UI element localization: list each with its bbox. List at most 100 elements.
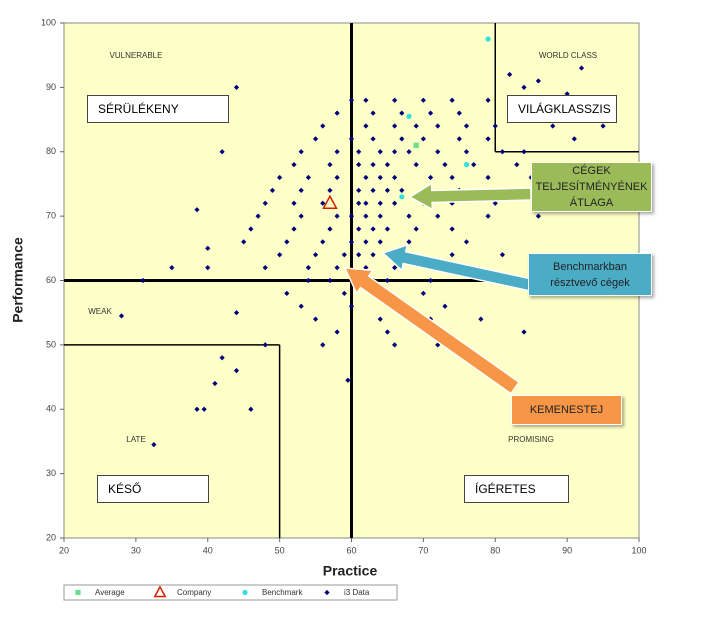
marker (399, 187, 405, 193)
marker (233, 368, 240, 374)
marker (334, 149, 340, 155)
marker (233, 84, 240, 90)
marker (348, 303, 355, 309)
marker (492, 123, 498, 129)
region-box: KÉSŐ (97, 475, 209, 503)
marker (363, 174, 369, 181)
marker (514, 162, 520, 168)
marker (384, 329, 391, 335)
marker (334, 265, 340, 271)
marker (413, 226, 419, 232)
marker (363, 123, 369, 129)
marker (399, 194, 405, 200)
x-tick-label: 70 (418, 545, 428, 555)
marker (348, 213, 355, 219)
marker (363, 265, 369, 271)
legend-label: i3 Data (344, 588, 370, 597)
marker (507, 71, 513, 78)
legend-label: Company (177, 588, 211, 597)
marker (392, 123, 398, 129)
marker (370, 110, 376, 116)
marker (392, 97, 398, 103)
marker (485, 174, 491, 181)
marker (485, 36, 491, 42)
marker (521, 84, 527, 90)
marker (205, 245, 211, 251)
legend-label: Average (95, 588, 125, 597)
marker (327, 277, 333, 284)
y-tick-label: 90 (46, 82, 56, 92)
marker (442, 162, 448, 168)
marker (485, 136, 491, 142)
arrows (343, 182, 548, 395)
region-label: PROMISING (508, 435, 554, 444)
marker (485, 213, 491, 219)
marker (298, 187, 304, 193)
marker (363, 213, 369, 219)
marker (356, 162, 362, 168)
marker (277, 174, 283, 181)
marker (298, 149, 304, 155)
marker (334, 174, 340, 181)
marker (348, 239, 355, 245)
marker (298, 303, 304, 309)
arrow (408, 182, 532, 211)
marker (348, 136, 355, 142)
marker (233, 310, 240, 316)
marker (571, 136, 577, 142)
marker (449, 174, 455, 181)
marker (377, 200, 383, 206)
marker (262, 265, 268, 271)
marker (334, 110, 340, 116)
y-axis-label: Performance (10, 237, 26, 323)
marker (449, 226, 455, 232)
marker (521, 149, 527, 155)
region-label: LATE (126, 435, 145, 444)
marker (284, 239, 290, 245)
marker (521, 329, 527, 335)
marker (377, 174, 383, 181)
marker (356, 200, 362, 206)
marker (370, 136, 376, 142)
marker (205, 265, 211, 271)
marker (298, 213, 304, 219)
marker (262, 342, 268, 348)
marker (201, 406, 207, 412)
marker (363, 239, 369, 245)
marker (284, 290, 290, 296)
marker (535, 213, 541, 219)
region-box: VILÁGKLASSZIS (507, 95, 617, 123)
callout: CÉGEK TELJESÍTMÉNYÉNEK ÁTLAGA (531, 162, 652, 212)
marker (564, 91, 570, 97)
x-tick-label: 50 (275, 545, 285, 555)
marker (499, 149, 506, 155)
marker (600, 123, 606, 129)
region-label: WORLD CLASS (539, 51, 597, 60)
marker (392, 200, 398, 206)
marker (356, 252, 362, 258)
x-tick-label: 100 (631, 545, 646, 555)
marker (463, 239, 470, 245)
marker (449, 252, 455, 258)
marker (392, 265, 398, 271)
marker (305, 277, 311, 284)
marker (420, 136, 426, 142)
marker (384, 162, 391, 168)
marker (327, 226, 333, 232)
marker (578, 65, 585, 71)
marker (324, 589, 330, 596)
marker (435, 149, 441, 155)
marker (463, 149, 470, 155)
marker (269, 187, 276, 193)
region-label: VULNERABLE (110, 51, 163, 60)
marker (485, 97, 491, 103)
marker (384, 226, 391, 232)
marker (427, 174, 434, 181)
region-label: WEAK (88, 307, 112, 316)
callout: KEMENESTEJ (511, 395, 622, 425)
marker (262, 200, 268, 206)
legend-label: Benchmark (262, 588, 303, 597)
y-tick-label: 50 (46, 339, 56, 349)
marker (384, 187, 391, 193)
